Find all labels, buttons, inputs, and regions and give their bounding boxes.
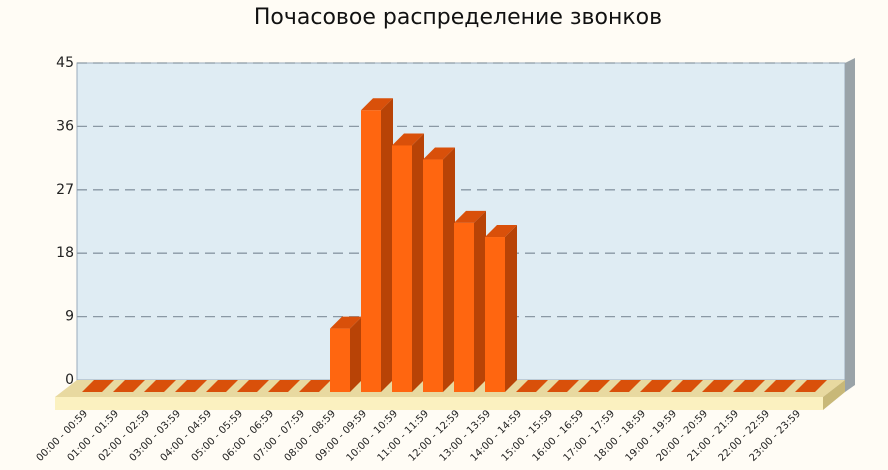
bar (423, 159, 443, 392)
side-wall (845, 58, 855, 392)
chart-title: Почасовое распределение звонков (254, 5, 662, 30)
bar-top (640, 380, 672, 392)
bar-top (299, 380, 331, 392)
bar-top (392, 133, 424, 146)
bar-top (547, 380, 579, 392)
bar-top (795, 380, 827, 392)
bar-side (350, 316, 362, 392)
bar-top (330, 316, 362, 329)
bar-top (113, 380, 145, 392)
bar (330, 328, 350, 392)
bar-top (485, 225, 517, 238)
bar (392, 145, 412, 392)
bar-top (361, 98, 393, 111)
y-tick-label: 9 (65, 309, 74, 325)
bar-top (733, 380, 765, 392)
y-tick-label: 0 (65, 372, 74, 388)
bar-top (609, 380, 641, 392)
y-tick-label: 36 (56, 118, 74, 134)
y-tick-label: 27 (56, 182, 74, 198)
bar-top (268, 380, 300, 392)
bar-side (412, 133, 424, 392)
bar (361, 110, 381, 392)
x-tick-label: 00:00 - 00:59 (35, 408, 91, 464)
bar-top (206, 380, 238, 392)
bar-top (516, 380, 548, 392)
bar-top (237, 380, 269, 392)
y-tick-label: 45 (56, 55, 74, 71)
bar-top (578, 380, 610, 392)
bar-top (144, 380, 176, 392)
bar-side (505, 225, 517, 392)
bar-top (764, 380, 796, 392)
y-tick-label: 18 (56, 245, 74, 261)
floor-front (55, 397, 823, 410)
bar-side (474, 210, 486, 392)
floor-side (823, 380, 845, 410)
bar-top (175, 380, 207, 392)
bar-side (381, 98, 393, 392)
bar (454, 222, 474, 392)
bar-top (82, 380, 114, 392)
bar-top (671, 380, 703, 392)
bar-side (443, 147, 455, 392)
bar-top (423, 147, 455, 160)
bar-top (702, 380, 734, 392)
bar-top (454, 210, 486, 223)
bar (485, 237, 505, 392)
